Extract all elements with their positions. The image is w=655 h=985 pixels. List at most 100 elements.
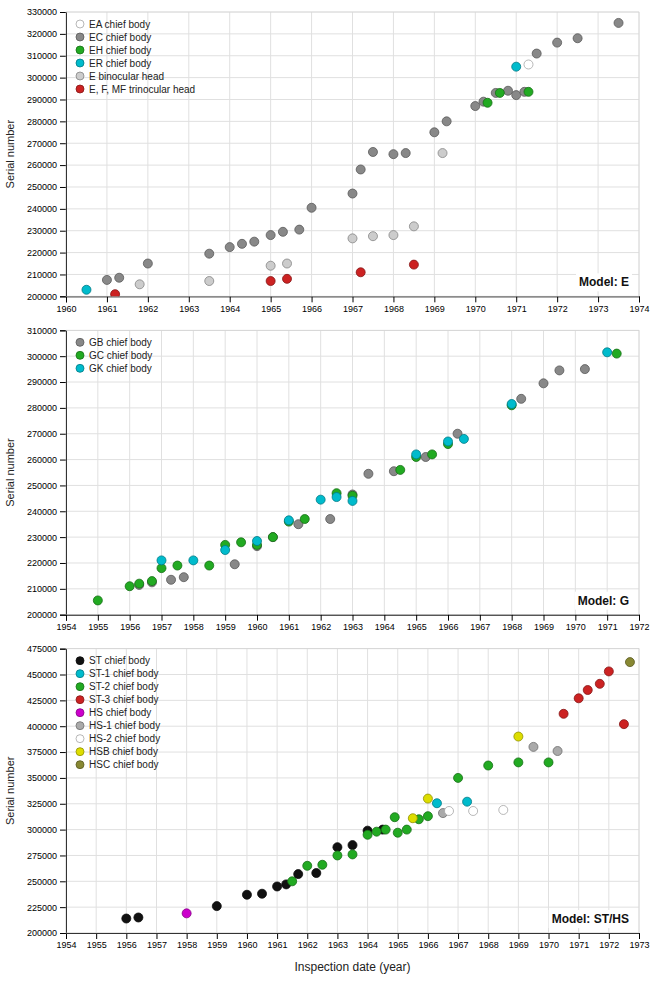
- tick-mark: [60, 933, 66, 934]
- tick: 1963: [328, 933, 348, 950]
- grid-line: [575, 330, 576, 614]
- tick-mark: [60, 408, 66, 409]
- point: [389, 150, 398, 159]
- tick-mark: [60, 726, 66, 727]
- series: [483, 87, 533, 107]
- grid-line: [270, 12, 271, 296]
- tick: 1959: [207, 933, 227, 950]
- tick-label: 375000: [27, 747, 57, 757]
- point: [553, 747, 562, 756]
- tick: 1970: [539, 933, 559, 950]
- point: [573, 34, 582, 43]
- legend-item: ST-2 chief body: [76, 681, 158, 692]
- tick: 1967: [470, 615, 490, 632]
- tick: 1965: [407, 615, 427, 632]
- tick: 210000: [27, 270, 66, 280]
- point: [423, 794, 432, 803]
- y-axis: 2000002100002200002300002400002500002600…: [27, 326, 67, 620]
- tick-label: 1954: [56, 940, 76, 950]
- point: [318, 860, 327, 869]
- tick-label: 280000: [27, 117, 57, 127]
- x-axis-title: Inspection date (year): [294, 960, 410, 974]
- legend-item: HSC chief body: [76, 759, 158, 770]
- tick: 1956: [120, 615, 140, 632]
- tick-mark: [639, 933, 640, 939]
- point: [483, 98, 492, 107]
- tick-label: 230000: [27, 226, 57, 236]
- legend-item: HS-1 chief body: [76, 720, 160, 731]
- legend-label: EH chief body: [89, 45, 151, 56]
- grid-line: [66, 208, 639, 209]
- legend-item: ER chief body: [76, 58, 151, 69]
- tick-label: 210000: [27, 270, 57, 280]
- point: [408, 814, 417, 823]
- tick: 225000: [27, 903, 66, 913]
- legend-item: ST-1 chief body: [76, 668, 158, 679]
- legend-marker: [76, 670, 84, 678]
- tick-label: 1960: [56, 304, 76, 314]
- point: [471, 102, 480, 111]
- tick-label: 200000: [27, 928, 57, 938]
- series: [524, 60, 533, 69]
- tick: 475000: [27, 644, 66, 654]
- grid: [66, 330, 639, 614]
- tick-mark: [312, 296, 313, 302]
- panel: 1960196119621963196419651966196719681969…: [4, 7, 650, 313]
- tick-label: 320000: [27, 29, 57, 39]
- tick-label: 1959: [207, 940, 227, 950]
- point: [559, 709, 568, 718]
- tick: 1968: [502, 615, 522, 632]
- tick: 1968: [384, 296, 404, 313]
- point: [459, 434, 468, 443]
- tick-mark: [230, 296, 231, 302]
- plot-frame: [66, 12, 639, 296]
- tick: 270000: [27, 429, 66, 439]
- grid-line: [434, 12, 435, 296]
- tick: 200000: [27, 928, 66, 938]
- tick-mark: [475, 296, 476, 302]
- point: [517, 394, 526, 403]
- tick-label: 400000: [27, 722, 57, 732]
- grid-line: [337, 649, 338, 933]
- tick-label: 450000: [27, 670, 57, 680]
- tick-mark: [448, 615, 449, 621]
- point: [495, 88, 504, 97]
- point: [381, 825, 390, 834]
- grid-line: [66, 537, 639, 538]
- tick-mark: [189, 296, 190, 302]
- tick-label: 425000: [27, 696, 57, 706]
- tick-mark: [60, 121, 66, 122]
- tick-mark: [368, 933, 369, 939]
- point: [295, 225, 304, 234]
- tick: 1970: [566, 615, 586, 632]
- grid-line: [66, 588, 639, 589]
- tick-mark: [60, 296, 66, 297]
- point: [333, 843, 342, 852]
- tick: 1964: [358, 933, 378, 950]
- tick-mark: [98, 615, 99, 621]
- tick-mark: [557, 296, 558, 302]
- legend-label: E, F, MF trinocular head: [89, 84, 195, 95]
- tick: 310000: [27, 326, 66, 336]
- tick-mark: [416, 615, 417, 621]
- series: [157, 348, 612, 565]
- tick: 310000: [27, 51, 66, 61]
- tick-label: 1957: [152, 622, 172, 632]
- grid-line: [307, 649, 308, 933]
- tick-mark: [60, 143, 66, 144]
- tick-label: 1954: [56, 622, 76, 632]
- tick-mark: [60, 881, 66, 882]
- tick: 320000: [27, 29, 66, 39]
- series: [102, 18, 623, 284]
- point: [390, 813, 399, 822]
- tick-label: 270000: [27, 139, 57, 149]
- tick: 1956: [117, 933, 137, 950]
- series: [432, 797, 471, 808]
- point: [111, 290, 120, 297]
- tick: 275000: [27, 851, 66, 861]
- tick: 250000: [27, 481, 66, 491]
- chart: 1960196119621963196419651966196719681969…: [0, 0, 655, 985]
- grid-line: [66, 777, 639, 778]
- tick-mark: [398, 933, 399, 939]
- axis-line: [60, 649, 67, 933]
